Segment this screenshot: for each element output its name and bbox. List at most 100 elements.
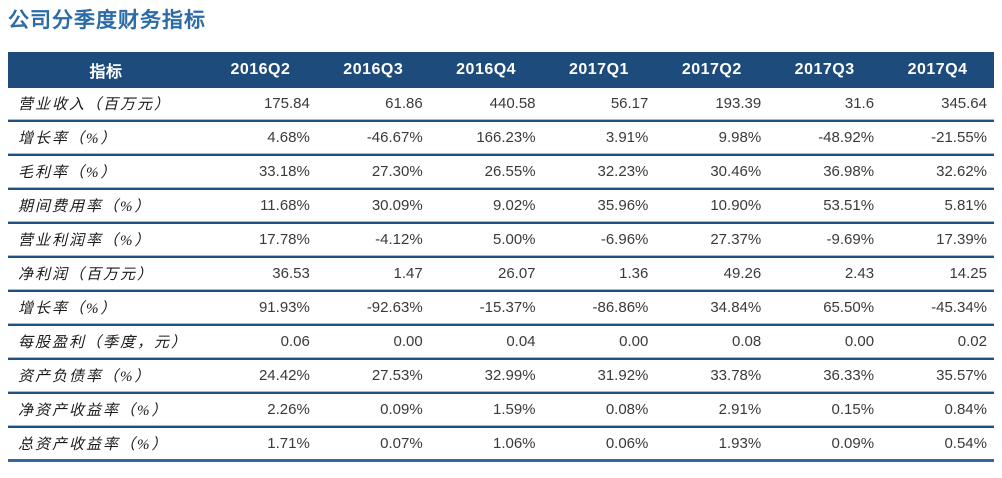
value-cell: 0.08	[655, 324, 769, 358]
value-cell: 17.78%	[204, 222, 317, 256]
value-cell: 440.58	[429, 88, 543, 120]
row-label: 资产负债率（%）	[8, 358, 204, 392]
value-cell: 0.54%	[881, 426, 994, 462]
value-cell: 34.84%	[655, 290, 769, 324]
value-cell: -21.55%	[881, 120, 994, 154]
value-cell: 1.47	[316, 256, 430, 290]
value-cell: 65.50%	[768, 290, 882, 324]
value-cell: 175.84	[204, 88, 317, 120]
value-cell: 0.07%	[316, 426, 430, 462]
row-label: 营业利润率（%）	[8, 222, 204, 256]
column-header-2017Q2: 2017Q2	[655, 52, 769, 88]
row-label: 增长率（%）	[8, 120, 204, 154]
table-row: 增长率（%） 91.93% -92.63% -15.37% -86.86% 34.84% 6…	[8, 290, 994, 324]
value-cell: 33.18%	[204, 154, 317, 188]
row-label: 增长率（%）	[8, 290, 204, 324]
value-cell: 166.23%	[429, 120, 543, 154]
value-cell: 1.36	[542, 256, 656, 290]
column-header-2017Q1: 2017Q1	[542, 52, 656, 88]
quarterly-financial-table: 指标 2016Q2 2016Q3 2016Q4 2017Q1 2017Q2 2017Q3 20…	[8, 52, 994, 462]
value-cell: 10.90%	[655, 188, 769, 222]
value-cell: 53.51%	[768, 188, 882, 222]
value-cell: 30.09%	[316, 188, 430, 222]
row-label: 总资产收益率（%）	[8, 426, 204, 462]
value-cell: 1.06%	[429, 426, 543, 462]
value-cell: -4.12%	[316, 222, 430, 256]
value-cell: 32.62%	[881, 154, 994, 188]
table-header: 指标 2016Q2 2016Q3 2016Q4 2017Q1 2017Q2 2017Q3 20…	[8, 52, 994, 88]
table-row: 资产负债率（%） 24.42% 27.53% 32.99% 31.92% 33.78% 36…	[8, 358, 994, 392]
value-cell: 24.42%	[204, 358, 317, 392]
table-row: 总资产收益率（%） 1.71% 0.07% 1.06% 0.06% 1.93% 0.09% 0…	[8, 426, 994, 462]
value-cell: 5.00%	[429, 222, 543, 256]
value-cell: 2.43	[768, 256, 882, 290]
value-cell: 32.99%	[429, 358, 543, 392]
value-cell: 0.00	[768, 324, 882, 358]
column-header-2017Q3: 2017Q3	[768, 52, 882, 88]
column-header-indicator: 指标	[8, 52, 204, 88]
value-cell: 9.98%	[655, 120, 769, 154]
value-cell: 0.00	[542, 324, 656, 358]
value-cell: -48.92%	[768, 120, 882, 154]
value-cell: 0.08%	[542, 392, 656, 426]
value-cell: 193.39	[655, 88, 769, 120]
value-cell: 91.93%	[204, 290, 317, 324]
value-cell: 9.02%	[429, 188, 543, 222]
value-cell: 56.17	[542, 88, 656, 120]
value-cell: 27.30%	[316, 154, 430, 188]
value-cell: 345.64	[881, 88, 994, 120]
value-cell: 4.68%	[204, 120, 317, 154]
value-cell: 0.06	[204, 324, 317, 358]
column-header-2016Q4: 2016Q4	[429, 52, 543, 88]
row-label: 每股盈利（季度，元）	[8, 324, 204, 358]
row-label: 期间费用率（%）	[8, 188, 204, 222]
row-label: 净资产收益率（%）	[8, 392, 204, 426]
value-cell: -92.63%	[316, 290, 430, 324]
value-cell: 32.23%	[542, 154, 656, 188]
value-cell: 0.02	[881, 324, 994, 358]
value-cell: 0.84%	[881, 392, 994, 426]
value-cell: 1.71%	[204, 426, 317, 462]
value-cell: -46.67%	[316, 120, 430, 154]
value-cell: 5.81%	[881, 188, 994, 222]
value-cell: 27.53%	[316, 358, 430, 392]
value-cell: -6.96%	[542, 222, 656, 256]
value-cell: -9.69%	[768, 222, 882, 256]
value-cell: -15.37%	[429, 290, 543, 324]
value-cell: 11.68%	[204, 188, 317, 222]
value-cell: 3.91%	[542, 120, 656, 154]
value-cell: 61.86	[316, 88, 430, 120]
table-row: 营业利润率（%） 17.78% -4.12% 5.00% -6.96% 27.37% -9.…	[8, 222, 994, 256]
row-label: 净利润（百万元）	[8, 256, 204, 290]
value-cell: -86.86%	[542, 290, 656, 324]
column-header-2016Q2: 2016Q2	[204, 52, 317, 88]
value-cell: 1.93%	[655, 426, 769, 462]
value-cell: 31.6	[768, 88, 882, 120]
table-row: 净资产收益率（%） 2.26% 0.09% 1.59% 0.08% 2.91% 0.15% 0…	[8, 392, 994, 426]
value-cell: 2.91%	[655, 392, 769, 426]
table-body: 营业收入（百万元） 175.84 61.86 440.58 56.17 193.39 31.…	[8, 88, 994, 462]
page-title: 公司分季度财务指标	[8, 9, 206, 32]
value-cell: 2.26%	[204, 392, 317, 426]
value-cell: 35.96%	[542, 188, 656, 222]
column-header-2017Q4: 2017Q4	[881, 52, 994, 88]
table-row: 毛利率（%） 33.18% 27.30% 26.55% 32.23% 30.46% 36.9…	[8, 154, 994, 188]
value-cell: 0.06%	[542, 426, 656, 462]
value-cell: 0.00	[316, 324, 430, 358]
table-row: 净利润（百万元） 36.53 1.47 26.07 1.36 49.26 2.43 14.25	[8, 256, 994, 290]
value-cell: 1.59%	[429, 392, 543, 426]
value-cell: 26.55%	[429, 154, 543, 188]
value-cell: 36.98%	[768, 154, 882, 188]
value-cell: 35.57%	[881, 358, 994, 392]
table-row: 营业收入（百万元） 175.84 61.86 440.58 56.17 193.39 31.…	[8, 88, 994, 120]
value-cell: 14.25	[881, 256, 994, 290]
value-cell: 36.53	[204, 256, 317, 290]
column-header-2016Q3: 2016Q3	[316, 52, 430, 88]
row-label: 营业收入（百万元）	[8, 88, 204, 120]
table-row: 每股盈利（季度，元） 0.06 0.00 0.04 0.00 0.08 0.00 0.02	[8, 324, 994, 358]
value-cell: 0.15%	[768, 392, 882, 426]
value-cell: 30.46%	[655, 154, 769, 188]
value-cell: 0.09%	[316, 392, 430, 426]
value-cell: 36.33%	[768, 358, 882, 392]
